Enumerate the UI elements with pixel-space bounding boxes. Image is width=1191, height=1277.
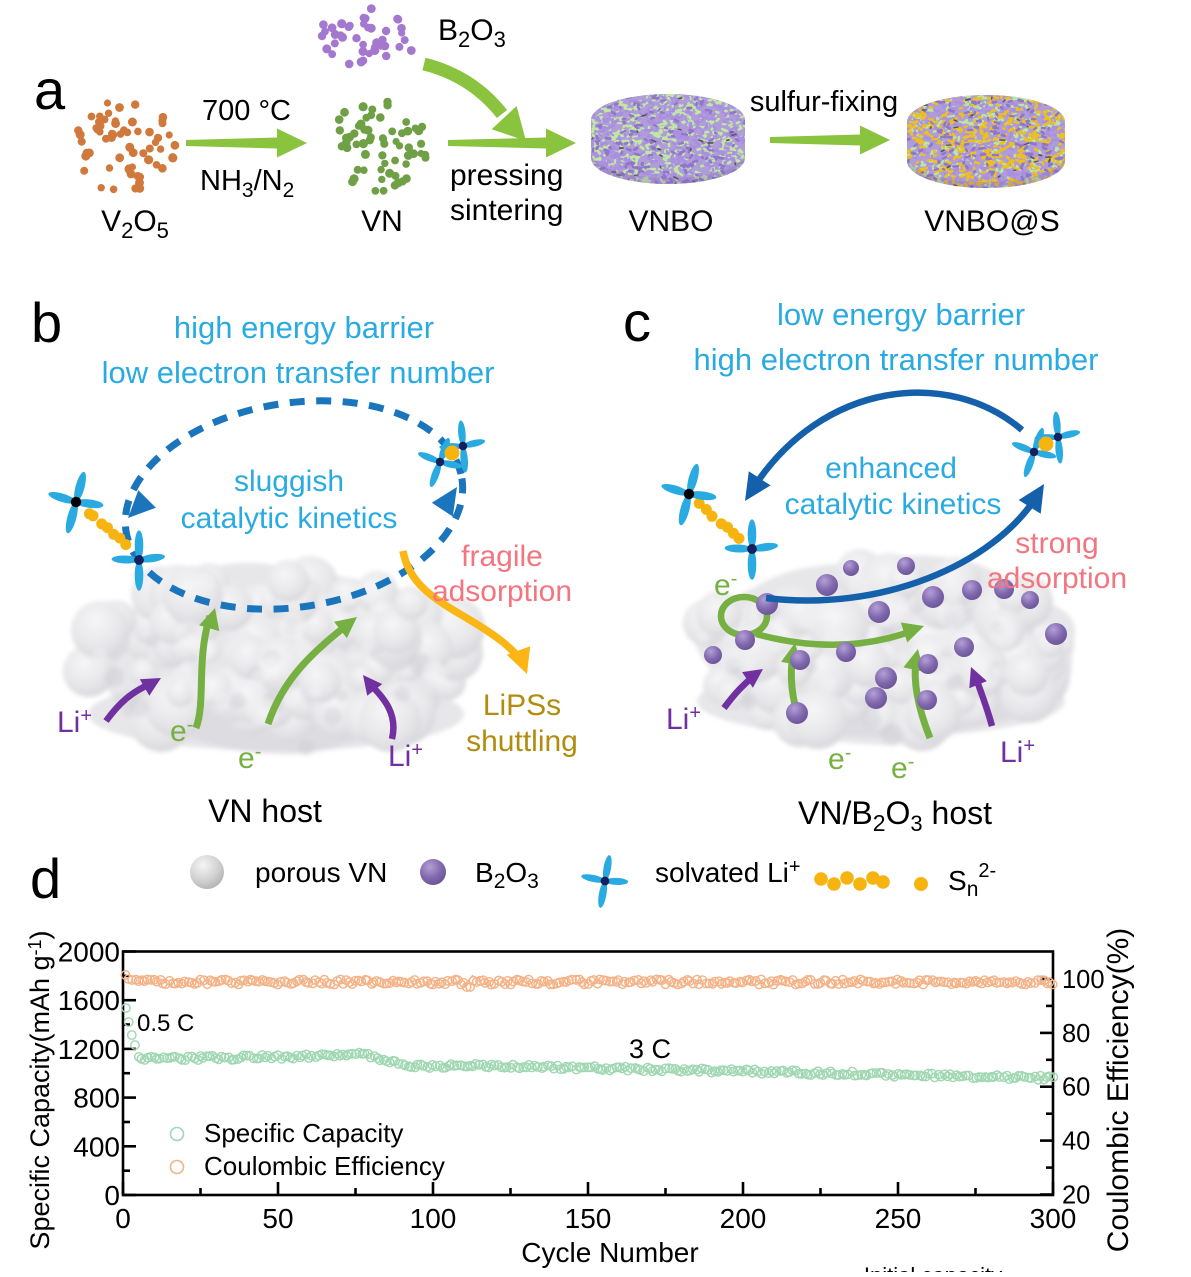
svg-text:VN host: VN host	[208, 793, 322, 829]
svg-text:2000: 2000	[58, 937, 120, 968]
svg-text:300: 300	[1030, 1203, 1077, 1234]
svg-text:250: 250	[875, 1203, 922, 1234]
svg-text:100: 100	[1062, 966, 1105, 994]
svg-text:3 C: 3 C	[629, 1034, 671, 1064]
svg-text:adsorption: adsorption	[987, 562, 1127, 595]
svg-text:100: 100	[410, 1203, 457, 1234]
svg-text:Specific Capacity(mAh g-1): Specific Capacity(mAh g-1)	[25, 930, 55, 1249]
svg-text:0.5 C: 0.5 C	[137, 1010, 194, 1037]
svg-text:VN: VN	[361, 205, 403, 238]
svg-text:sintering: sintering	[450, 194, 563, 227]
svg-text:NH3/N2: NH3/N2	[200, 165, 294, 202]
svg-text:Specific Capacity: Specific Capacity	[204, 1118, 403, 1148]
svg-text:Coulombic Efficiency: Coulombic Efficiency	[204, 1151, 445, 1181]
svg-text:50: 50	[262, 1203, 293, 1234]
svg-text:VN/B2O3 host: VN/B2O3 host	[798, 795, 992, 836]
svg-text:fragile: fragile	[461, 540, 543, 573]
svg-text:catalytic kinetics: catalytic kinetics	[181, 502, 398, 535]
svg-text:high electron transfer number: high electron transfer number	[694, 342, 1099, 377]
svg-text:VNBO@S: VNBO@S	[924, 205, 1059, 238]
svg-text:LiPSs: LiPSs	[483, 689, 561, 722]
svg-text:porous VN: porous VN	[255, 857, 387, 888]
svg-text:pressing: pressing	[450, 159, 563, 192]
svg-text:sulfur-fixing: sulfur-fixing	[750, 86, 898, 118]
svg-text:Cycle Number: Cycle Number	[521, 1237, 698, 1268]
svg-text:c: c	[623, 290, 651, 353]
svg-text:a: a	[34, 58, 66, 121]
svg-text:200: 200	[720, 1203, 767, 1234]
svg-text:solvated Li+: solvated Li+	[655, 856, 801, 888]
svg-text:VNBO: VNBO	[628, 205, 713, 238]
svg-text:adsorption: adsorption	[432, 575, 572, 608]
svg-text:b: b	[31, 291, 62, 354]
svg-text:Initial capacity: Initial capacity	[864, 1263, 1002, 1272]
svg-text:20: 20	[1062, 1182, 1090, 1210]
svg-text:d: d	[30, 847, 61, 910]
svg-text:sluggish: sluggish	[234, 465, 344, 498]
svg-text:150: 150	[565, 1203, 612, 1234]
svg-text:60: 60	[1062, 1074, 1090, 1102]
svg-text:Coulombic Efficiency(%): Coulombic Efficiency(%)	[1102, 928, 1135, 1253]
svg-text:1600: 1600	[58, 985, 120, 1016]
svg-text:700 °C: 700 °C	[202, 95, 291, 127]
svg-text:80: 80	[1062, 1020, 1090, 1048]
svg-text:shuttling: shuttling	[466, 725, 578, 758]
svg-text:1200: 1200	[58, 1034, 120, 1065]
svg-text:800: 800	[73, 1083, 120, 1114]
svg-text:strong: strong	[1015, 527, 1098, 560]
svg-text:B2O3: B2O3	[475, 857, 539, 893]
svg-text:0: 0	[104, 1180, 120, 1211]
svg-text:400: 400	[73, 1131, 120, 1162]
svg-text:low energy barrier: low energy barrier	[777, 297, 1025, 332]
svg-text:low electron transfer number: low electron transfer number	[102, 355, 495, 390]
svg-text:high energy barrier: high energy barrier	[174, 310, 434, 345]
svg-text:V2O5: V2O5	[101, 205, 169, 243]
svg-text:0: 0	[115, 1203, 131, 1234]
svg-text:catalytic kinetics: catalytic kinetics	[785, 488, 1002, 521]
svg-text:enhanced: enhanced	[825, 452, 957, 485]
svg-text:40: 40	[1062, 1128, 1090, 1156]
